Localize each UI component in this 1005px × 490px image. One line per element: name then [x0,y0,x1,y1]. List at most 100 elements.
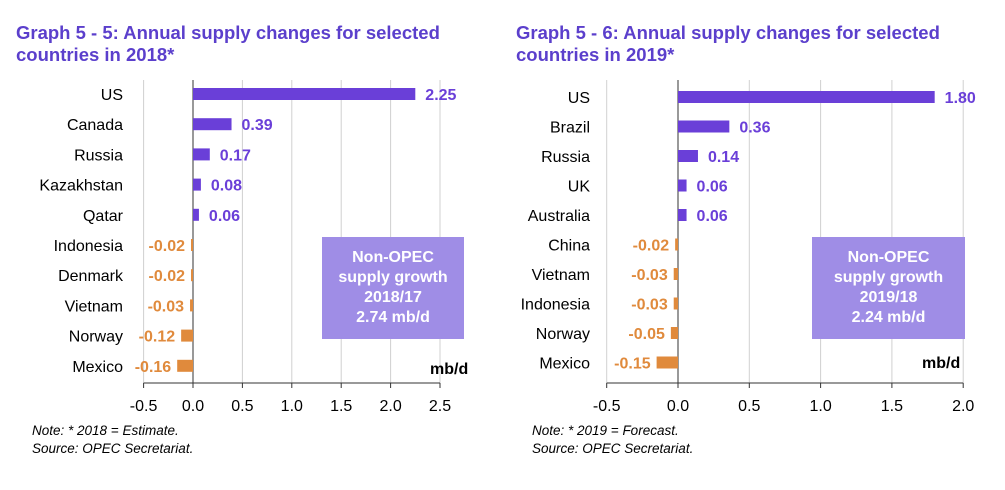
bar-indonesia [191,239,193,251]
chart-panel-2019: Graph 5 - 6: Annual supply changes for s… [500,0,1005,490]
value-label: 0.36 [739,120,770,137]
category-label: China [548,238,590,255]
category-label: UK [568,179,591,196]
x-tick-label: 1.5 [330,398,352,415]
value-label: 0.14 [708,149,739,166]
note-text: Note: * 2018 = Estimate. [32,423,179,438]
category-label: Vietnam [532,267,590,284]
value-label: 0.08 [211,178,242,195]
bar-qatar [193,208,199,221]
category-label: US [568,90,590,107]
callout-line-2: supply growth [338,269,448,286]
value-label: -0.16 [135,359,172,376]
bar-mexico [656,356,678,369]
value-label: -0.03 [631,267,668,284]
bar-norway [670,327,678,339]
x-tick-label: 0.5 [738,398,760,415]
supply-growth-callout: Non-OPEC supply growth 2018/17 2.74 mb/d [322,237,464,339]
callout-line-4: 2.24 mb/d [851,309,926,326]
x-tick-label: 2.5 [429,398,451,415]
chart-note: Note: * 2018 = Estimate. Source: OPEC Se… [32,422,193,458]
value-label: -0.15 [614,356,651,373]
category-label: Russia [74,147,123,164]
value-label: -0.12 [139,329,176,346]
bar-chart-2018: -0.5 0.0 0.5 1.0 1.5 2.0 2.5 US 2.25 Canada 0.39 Ru… [39,80,468,415]
chart-title-line-2: countries in 2019* [516,44,675,65]
category-label: Norway [69,329,123,346]
value-label: 0.06 [697,179,728,196]
category-label: Brazil [550,120,590,137]
unit-label: mb/d [430,361,468,378]
category-label: Canada [67,117,123,134]
source-text: Source: OPEC Secretariat. [32,441,194,456]
value-label: -0.05 [628,326,665,343]
x-tick-label: 1.0 [281,398,303,415]
category-label: Qatar [83,208,124,225]
value-label: 0.39 [242,117,273,134]
value-label: -0.02 [149,268,186,285]
bar-australia [678,209,687,221]
bar-us [193,88,416,100]
bar-canada [193,118,232,131]
supply-growth-callout: Non-OPEC supply growth 2019/18 2.24 mb/d [812,237,965,339]
bar-denmark [191,269,193,282]
bar-brazil [678,120,730,133]
category-label: Russia [541,149,590,166]
callout-line-2: supply growth [833,269,944,286]
x-tick-label: 0.5 [231,398,253,415]
value-label: -0.03 [631,297,668,314]
chart-title: Graph 5 - 6: Annual supply changes for s… [516,22,996,66]
bar-norway [181,329,193,342]
category-label: Mexico [539,356,590,373]
note-text: Note: * 2019 = Forecast. [532,423,679,438]
value-label: -0.03 [148,298,185,315]
source-text: Source: OPEC Secretariat. [532,441,694,456]
x-tick-label: 2.0 [952,398,974,415]
x-tick-label: -0.5 [593,398,621,415]
value-label: 0.17 [220,147,251,164]
bar-china [675,238,678,251]
unit-label: mb/d [922,355,960,372]
value-label: 0.06 [697,208,728,225]
value-label: -0.02 [633,238,670,255]
callout-line-4: 2.74 mb/d [356,309,430,326]
category-label: Australia [528,208,590,225]
x-tick-label: 0.0 [182,398,204,415]
chart-note: Note: * 2019 = Forecast. Source: OPEC Se… [532,422,693,458]
value-label: 1.80 [945,90,976,107]
callout-line-3: 2019/18 [859,289,918,306]
value-label: 2.25 [425,87,456,104]
bar-uk [678,179,687,192]
category-label: Norway [536,326,590,343]
category-label: Indonesia [521,297,590,314]
bar-vietnam [673,268,678,280]
value-label: 0.06 [209,208,240,225]
callout-line-1: Non-OPEC [847,249,930,266]
x-tick-label: -0.5 [130,398,158,415]
bar-russia [193,148,210,161]
bar-us [678,91,935,103]
chart-title-line-2: countries in 2018* [16,44,175,65]
chart-title-line-1: Graph 5 - 6: Annual supply changes for s… [516,22,940,43]
category-label: Kazakhstan [39,178,123,195]
x-tick-label: 1.5 [881,398,903,415]
category-label: Indonesia [54,238,123,255]
callout-line-3: 2018/17 [364,289,422,306]
category-label: Denmark [58,268,124,285]
bar-indonesia [673,297,678,310]
category-label: Vietnam [65,298,123,315]
x-tick-label: 0.0 [667,398,689,415]
value-label: -0.02 [149,238,186,255]
chart-title: Graph 5 - 5: Annual supply changes for s… [16,22,496,66]
bar-kazakhstan [193,178,201,191]
bar-chart-2019: -0.5 0.0 0.5 1.0 1.5 2.0 US 1.80 Brazil 0.36 Russi… [521,80,976,415]
category-label: Mexico [72,359,123,376]
bar-russia [678,150,698,162]
category-label: US [101,87,123,104]
bar-mexico [177,359,193,372]
chart-panel-2018: Graph 5 - 5: Annual supply changes for s… [0,0,500,490]
callout-line-1: Non-OPEC [352,249,434,266]
x-tick-label: 2.0 [379,398,401,415]
chart-title-line-1: Graph 5 - 5: Annual supply changes for s… [16,22,440,43]
bar-vietnam [190,299,193,312]
